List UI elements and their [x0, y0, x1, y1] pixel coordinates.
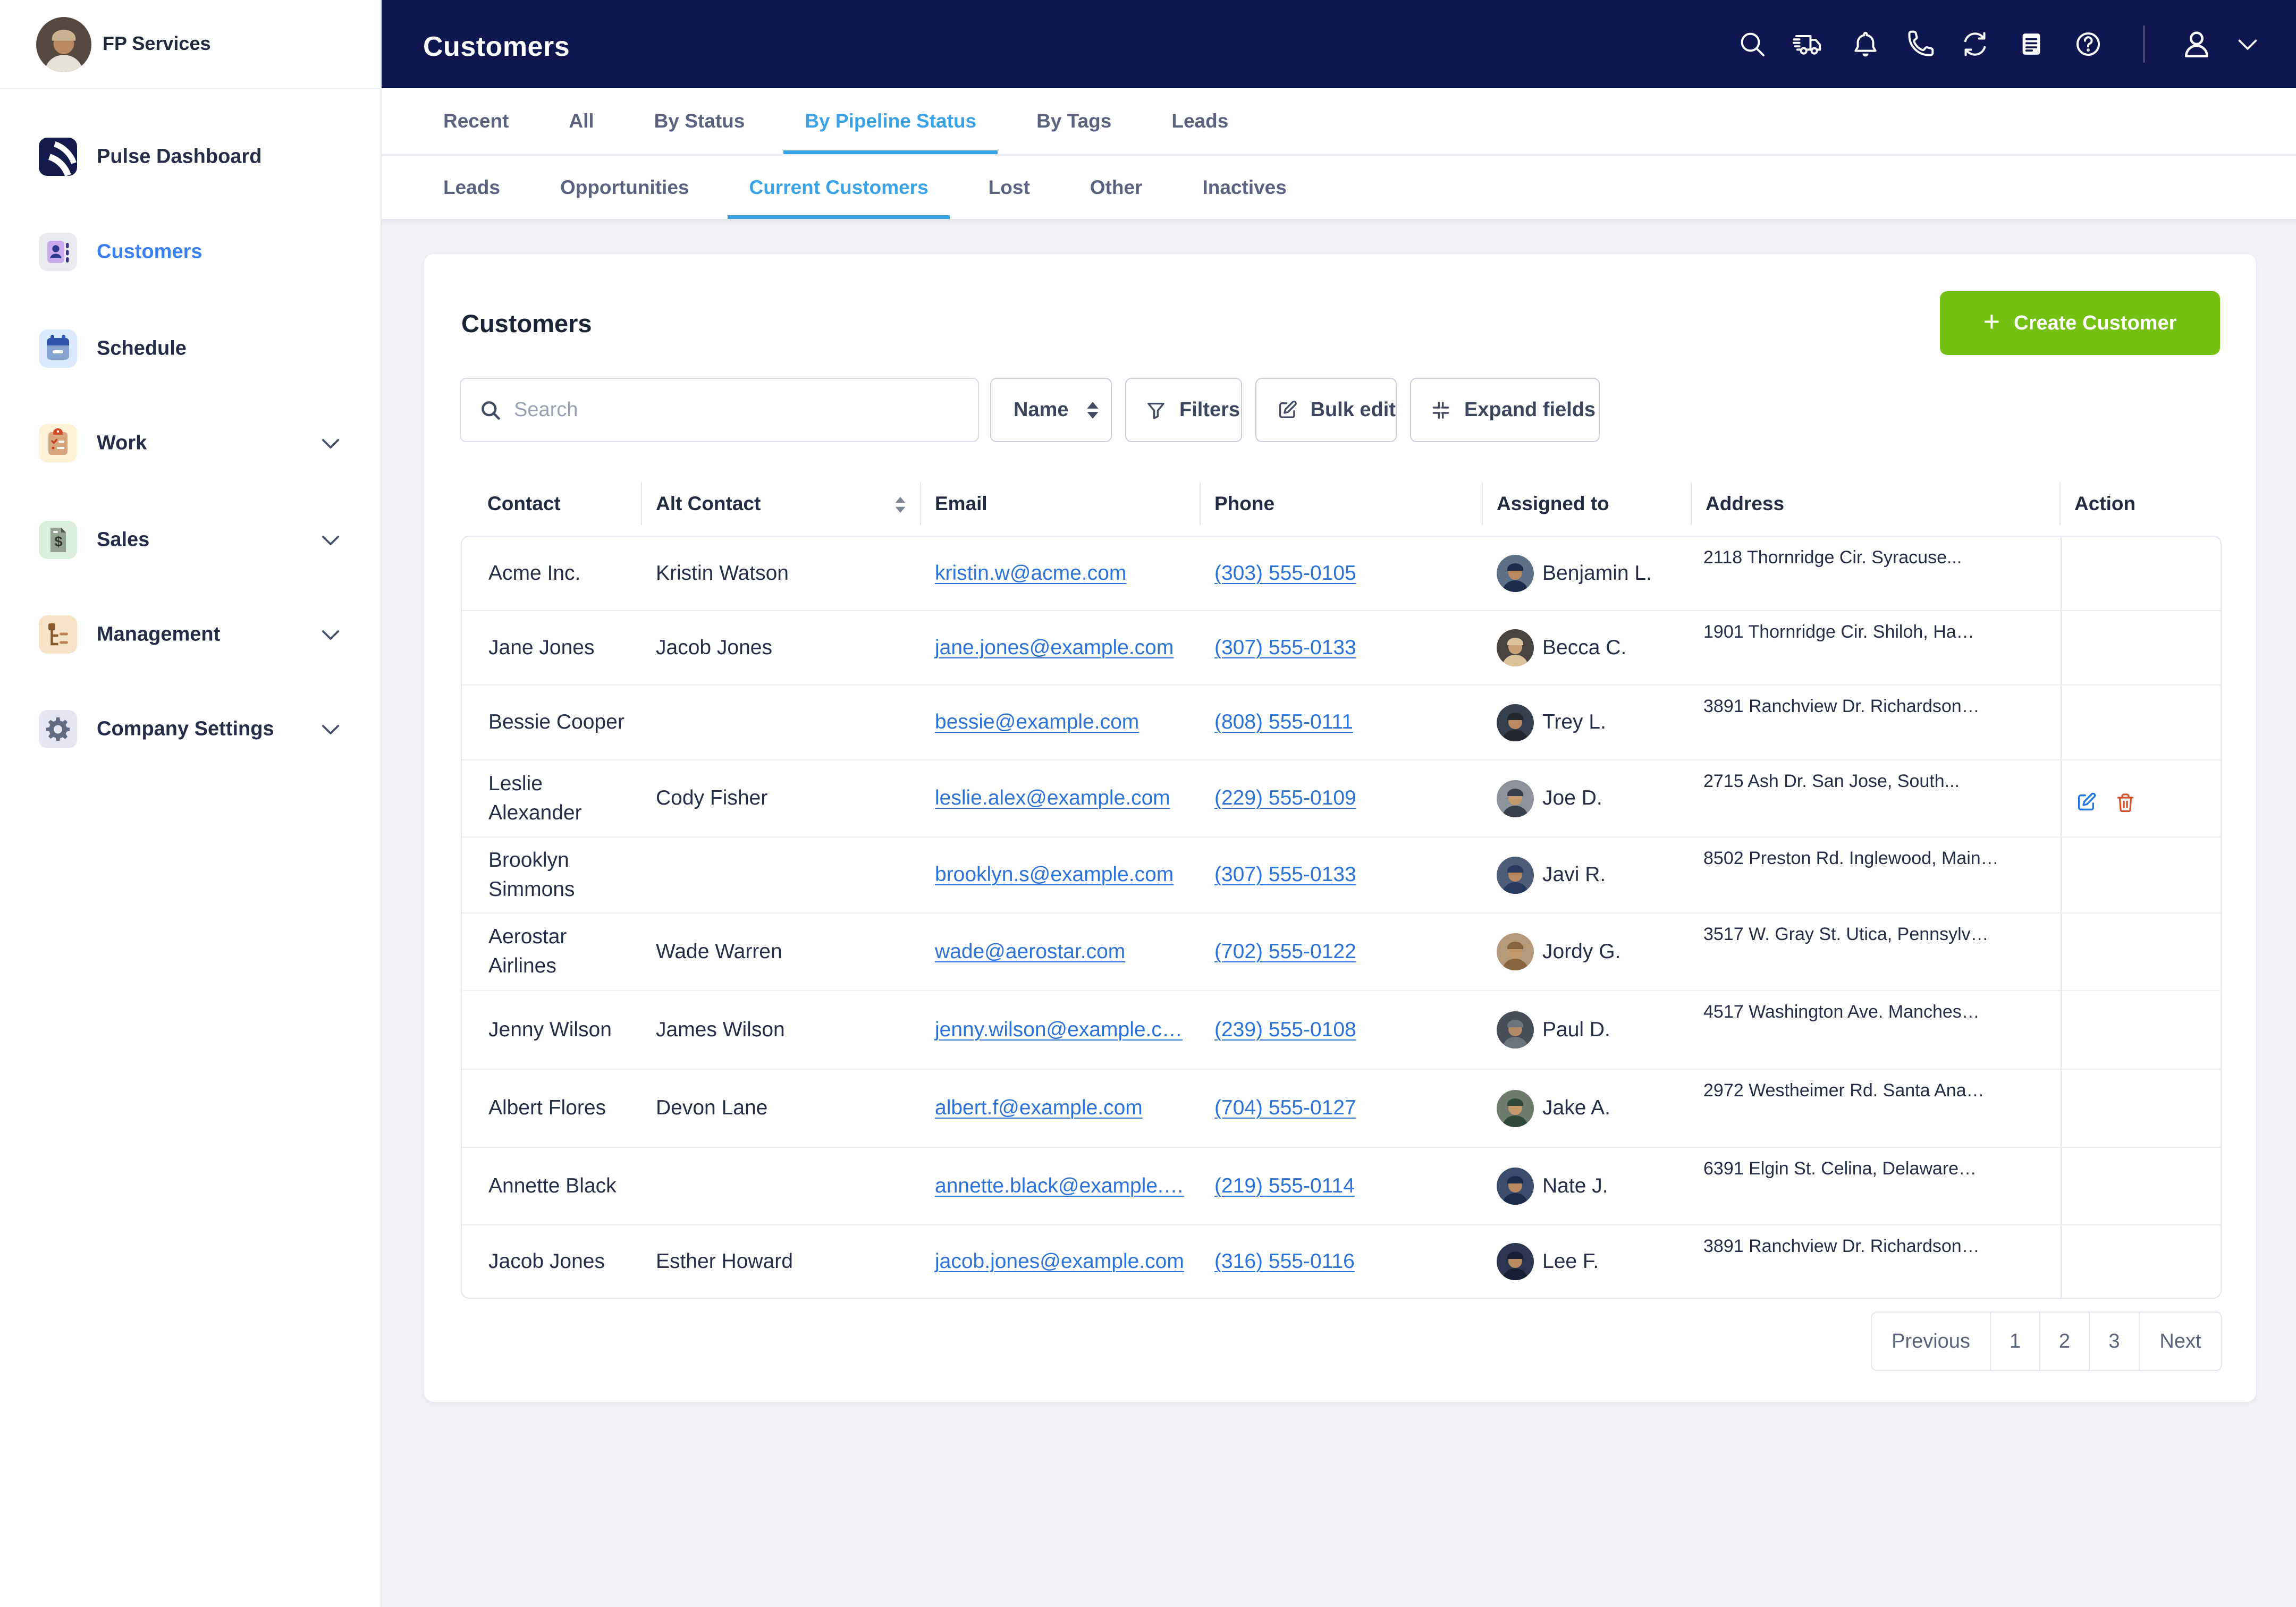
svg-text:$: $ — [54, 534, 62, 549]
